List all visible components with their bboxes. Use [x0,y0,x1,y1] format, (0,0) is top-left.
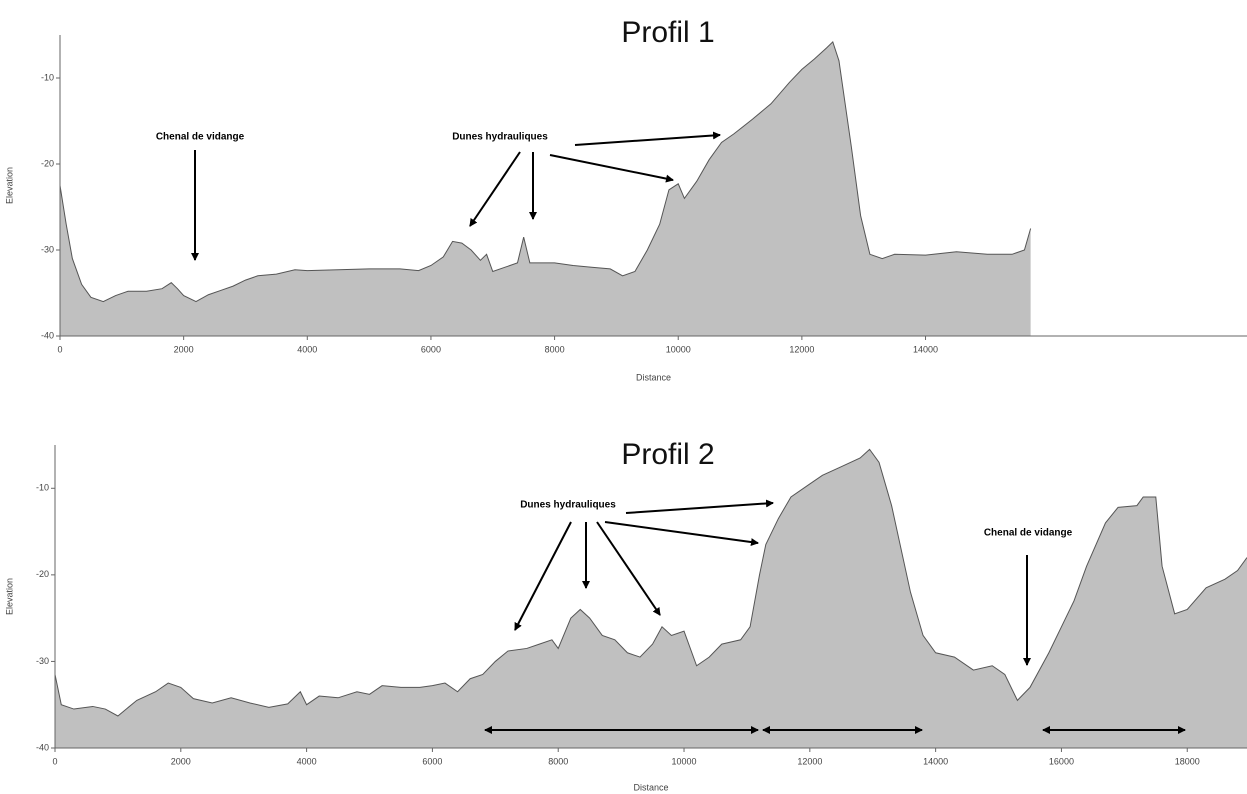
y-tick-label: -10 [36,483,49,493]
x-axis-title: Distance [636,372,671,382]
area-outline [59,40,1032,303]
x-tick-label: 8000 [545,344,565,354]
arrow [469,151,521,227]
y-tick-label: -10 [41,72,54,82]
chart-title: Profil 1 [621,16,714,49]
chart-title: Profil 2 [621,438,714,471]
arrow [625,499,774,514]
arrow [596,521,661,616]
y-tick-label: -20 [36,569,49,579]
annotation: Chenal de vidange [156,132,245,143]
x-tick-label: 16000 [1049,756,1074,766]
x-tick-label: 4000 [297,756,317,766]
y-tick-label: -30 [41,244,54,254]
y-tick-label: -30 [36,656,49,666]
annotation: Chenal de vidange [984,528,1073,539]
x-tick-label: 4000 [297,344,317,354]
arrow [574,131,721,146]
x-tick-label: 10000 [672,756,697,766]
x-tick-label: 8000 [548,756,568,766]
area [60,41,1031,336]
area [55,449,1247,748]
y-tick-label: -20 [41,158,54,168]
area-outline [54,448,1247,717]
x-tick-label: 2000 [171,756,191,766]
arrow [549,154,674,183]
y-tick-label: -40 [41,330,54,340]
y-tick-label: -40 [36,742,49,752]
arrow [514,521,572,631]
annotation: Dunes hydrauliques [452,132,548,143]
y-axis-title: Elevation [4,578,14,615]
x-tick-label: 10000 [666,344,691,354]
x-tick-label: 0 [52,756,57,766]
y-axis-title: Elevation [4,167,14,204]
arrow [604,521,759,547]
x-tick-label: 6000 [421,344,441,354]
x-axis-title: Distance [633,782,668,792]
x-tick-label: 14000 [913,344,938,354]
x-tick-label: 6000 [422,756,442,766]
x-tick-label: 2000 [174,344,194,354]
annotation: Dunes hydrauliques [520,500,616,511]
x-tick-label: 0 [57,344,62,354]
x-tick-label: 14000 [923,756,948,766]
x-tick-label: 12000 [789,344,814,354]
x-tick-label: 18000 [1175,756,1200,766]
x-tick-label: 12000 [797,756,822,766]
